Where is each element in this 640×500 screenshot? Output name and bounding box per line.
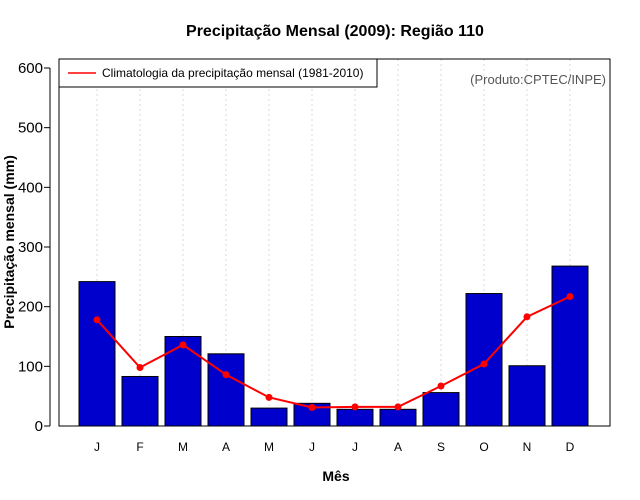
chart-title: Precipitação Mensal (2009): Região 110 — [186, 23, 484, 40]
y-tick-label-100: 100 — [18, 358, 43, 375]
x-axis-label: Mês — [322, 468, 349, 484]
x-tick-label-2: F — [136, 440, 143, 454]
bar-d-12 — [551, 265, 589, 427]
climatology-point-2 — [136, 364, 144, 372]
bar-m-3 — [164, 336, 202, 427]
climatology-point-3 — [179, 341, 187, 349]
y-tick-label-200: 200 — [18, 299, 43, 316]
legend-box — [58, 58, 378, 88]
bar-n-11 — [508, 365, 546, 427]
legend: Climatologia da precipitação mensal (198… — [58, 58, 378, 88]
x-tick-label-11: N — [523, 440, 532, 454]
x-tick-label-8: A — [394, 440, 402, 454]
bar-o-10 — [465, 293, 503, 427]
x-tick-label-1: J — [94, 440, 100, 454]
climatology-point-9 — [437, 382, 445, 390]
climatology-point-6 — [308, 404, 316, 412]
climatology-point-4 — [222, 371, 230, 379]
climatology-point-12 — [566, 293, 574, 301]
climatology-line — [93, 293, 574, 412]
y-axis-label: Precipitação mensal (mm) — [1, 155, 17, 329]
source-note: (Produto:CPTEC/INPE) — [470, 72, 606, 87]
y-tick-label-300: 300 — [18, 239, 43, 256]
x-tick-label-5: M — [264, 440, 274, 454]
climatology-point-10 — [480, 360, 488, 368]
climatology-point-8 — [394, 403, 402, 411]
x-tick-label-6: J — [309, 440, 315, 454]
climatology-point-1 — [93, 316, 101, 324]
x-tick-label-3: M — [178, 440, 188, 454]
climatology-point-7 — [351, 403, 359, 411]
bar-f-2 — [121, 375, 159, 427]
bar-j-1 — [78, 281, 116, 427]
y-tick-label-0: 0 — [35, 418, 43, 435]
y-tick-label-400: 400 — [18, 179, 43, 196]
x-tick-label-12: D — [566, 440, 575, 454]
y-tick-label-600: 600 — [18, 60, 43, 77]
x-tick-label-9: S — [437, 440, 445, 454]
bar-s-9 — [422, 392, 460, 427]
climatology-polyline — [96, 295, 571, 409]
climatology-point-11 — [523, 313, 531, 321]
bar-a-4 — [207, 353, 245, 427]
x-tick-label-10: O — [479, 440, 488, 454]
legend-label: Climatologia da precipitação mensal (198… — [102, 66, 363, 80]
x-tick-label-7: J — [352, 440, 358, 454]
climatology-point-5 — [265, 393, 273, 401]
bar-m-5 — [250, 407, 288, 427]
y-tick-label-500: 500 — [18, 120, 43, 137]
bars — [78, 265, 589, 427]
bar-j-7 — [336, 408, 374, 427]
x-tick-label-4: A — [222, 440, 230, 454]
y-axis: 0 100 200 300 400 500 600 — [18, 60, 51, 435]
bar-a-8 — [379, 408, 417, 427]
